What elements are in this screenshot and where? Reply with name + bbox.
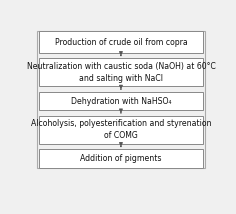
Bar bbox=[39, 58, 203, 86]
Bar bbox=[39, 92, 203, 110]
Bar bbox=[39, 149, 203, 168]
Text: Addition of pigments: Addition of pigments bbox=[80, 154, 162, 163]
Text: Dehydration with NaHSO₄: Dehydration with NaHSO₄ bbox=[71, 97, 171, 106]
Text: Production of crude oil from copra: Production of crude oil from copra bbox=[55, 38, 187, 47]
Bar bbox=[39, 116, 203, 144]
Text: Neutralization with caustic soda (NaOH) at 60°C
and salting with NaCl: Neutralization with caustic soda (NaOH) … bbox=[26, 62, 215, 83]
Bar bbox=[37, 31, 205, 168]
Text: Alcoholysis, polyesterification and styrenation
of COMG: Alcoholysis, polyesterification and styr… bbox=[31, 119, 211, 140]
Bar bbox=[39, 31, 203, 53]
